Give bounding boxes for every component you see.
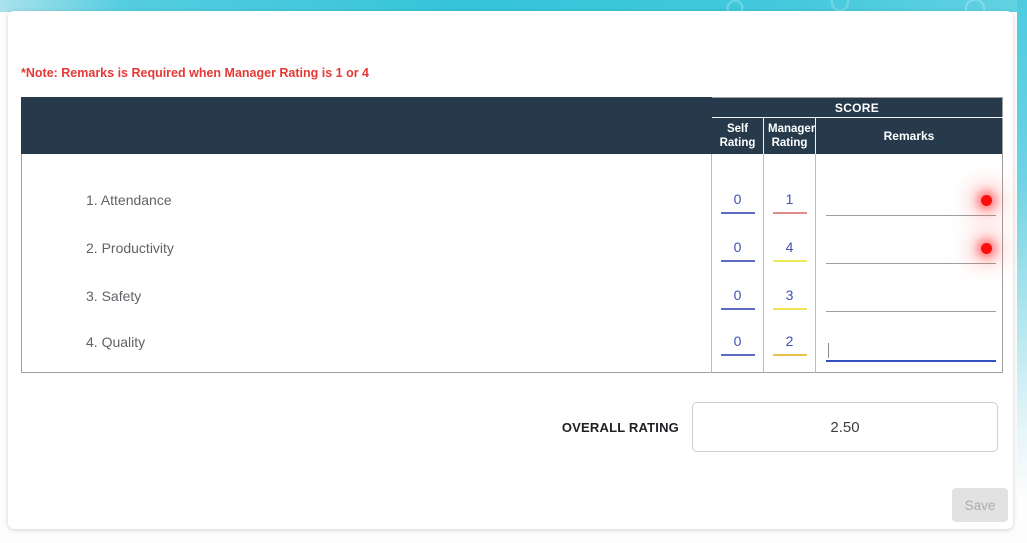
self-rating-value[interactable]: 0 <box>720 191 755 214</box>
overall-rating-section: OVERALL RATING 2.50 <box>8 402 998 452</box>
criteria-column-header <box>21 97 712 154</box>
criteria-label: 1. Attendance <box>86 191 172 208</box>
remarks-input[interactable] <box>826 194 996 216</box>
remarks-input[interactable] <box>826 242 996 264</box>
self-rating-value[interactable]: 0 <box>720 287 755 310</box>
save-button[interactable]: Save <box>952 488 1008 522</box>
table-row-attendance: 1. Attendance 0 1 <box>22 153 1003 218</box>
required-remark-dot-icon <box>981 194 992 206</box>
score-group-header: SCORE <box>711 97 1003 118</box>
page-top-accent-banner <box>0 0 1027 12</box>
table-row-quality: 4. Quality 0 2 <box>22 313 1003 373</box>
page-right-accent-banner <box>1017 0 1027 500</box>
table-row-safety: 3. Safety 0 3 <box>22 265 1003 314</box>
manager-rating-column-header: Manager Rating <box>763 117 816 154</box>
remarks-required-note: *Note: Remarks is Required when Manager … <box>21 66 370 80</box>
rating-form-card: *Note: Remarks is Required when Manager … <box>8 11 1013 529</box>
criteria-label: 2. Productivity <box>86 239 174 256</box>
manager-rating-value[interactable]: 3 <box>772 287 807 310</box>
manager-rating-value[interactable]: 1 <box>772 191 807 214</box>
remarks-column-header: Remarks <box>815 117 1003 154</box>
remarks-input-focused[interactable] <box>826 340 996 362</box>
required-remark-dot-icon <box>981 242 992 254</box>
overall-rating-label: OVERALL RATING <box>561 419 679 435</box>
self-rating-value[interactable]: 0 <box>720 239 755 262</box>
remarks-input[interactable] <box>826 290 996 312</box>
manager-rating-value[interactable]: 2 <box>772 333 807 356</box>
criteria-label: 4. Quality <box>86 334 146 350</box>
self-rating-column-header: Self Rating <box>711 117 764 154</box>
score-table: SCORE Self Rating Manager Rating Remarks… <box>21 97 1003 373</box>
table-row-productivity: 2. Productivity 0 4 <box>22 217 1003 266</box>
overall-rating-value: 2.50 <box>692 402 998 452</box>
text-cursor-caret <box>828 343 829 358</box>
self-rating-value[interactable]: 0 <box>720 333 755 356</box>
criteria-label: 3. Safety <box>86 287 142 304</box>
manager-rating-value[interactable]: 4 <box>772 239 807 262</box>
